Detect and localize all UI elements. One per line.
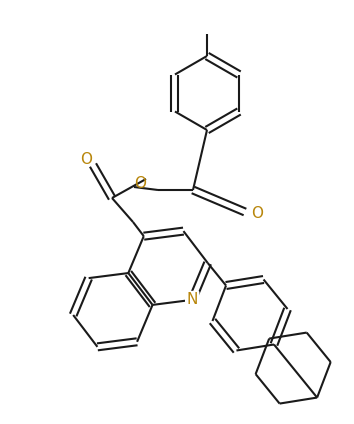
Text: O: O (134, 176, 146, 190)
Text: N: N (187, 292, 198, 307)
Text: O: O (80, 151, 92, 167)
Text: O: O (251, 206, 263, 221)
